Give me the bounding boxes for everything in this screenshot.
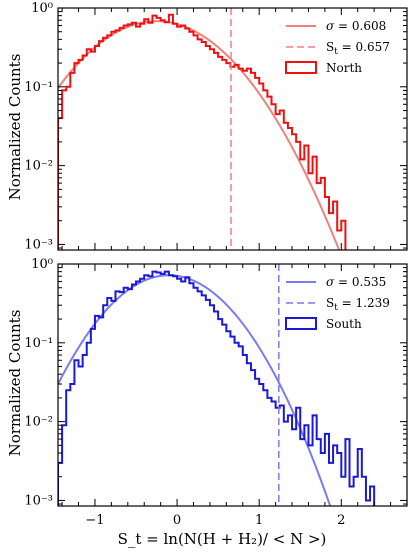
legend: σ = 0.608 St = 0.657 North — [285, 19, 390, 75]
legend-hist-label: South — [326, 317, 362, 331]
x-axis-label: S_t = ln(N(H + H₂)/ < N >) — [118, 530, 327, 548]
legend-fit-label: σ = 0.608 — [326, 19, 386, 33]
legend: σ = 0.535 St = 1.239 South — [285, 275, 390, 331]
plot-area — [58, 264, 376, 506]
histogram-step — [58, 13, 347, 250]
y-axis-label-top: Normalized Counts — [6, 54, 24, 201]
legend-fit-label: σ = 0.535 — [326, 275, 386, 289]
panel-south: 10⁰ 10⁻¹ 10⁻² 10⁻³ −1 0 1 2 σ = 0.535 St = 1.239 S… — [24, 257, 408, 528]
legend-hist-label: North — [326, 61, 362, 75]
ticks — [58, 7, 408, 250]
y-tick-label: 10⁰ — [31, 1, 53, 16]
plot-area — [58, 8, 347, 250]
y-tick-label: 10⁻³ — [24, 237, 53, 252]
fit-curve — [58, 20, 341, 250]
x-tick-label: 0 — [173, 513, 181, 528]
axes-frame — [57, 7, 408, 251]
legend-hist-swatch — [285, 317, 317, 330]
y-tick-label: 10⁻² — [24, 159, 53, 174]
x-tick-label: 1 — [255, 513, 263, 528]
axes-frame — [57, 263, 408, 507]
panel-north: 10⁰ 10⁻¹ 10⁻² 10⁻³ σ = 0.608 St = 0.657 North — [24, 1, 408, 252]
y-tick-label: 10⁻¹ — [24, 336, 53, 351]
legend-hist-swatch — [285, 61, 317, 74]
fit-curve — [58, 274, 332, 506]
x-tick-label: 2 — [337, 513, 345, 528]
histogram-step — [58, 270, 376, 506]
ticks — [58, 263, 408, 506]
legend-threshold-label: St = 0.657 — [326, 40, 390, 57]
y-tick-label: 10⁻¹ — [24, 80, 53, 95]
legend-threshold-label: St = 1.239 — [326, 296, 390, 313]
y-tick-label: 10⁻² — [24, 415, 53, 430]
y-tick-label: 10⁰ — [31, 257, 53, 272]
y-tick-label: 10⁻³ — [24, 493, 53, 508]
x-tick-label: −1 — [85, 513, 104, 528]
y-axis-label-bottom: Normalized Counts — [6, 310, 24, 457]
